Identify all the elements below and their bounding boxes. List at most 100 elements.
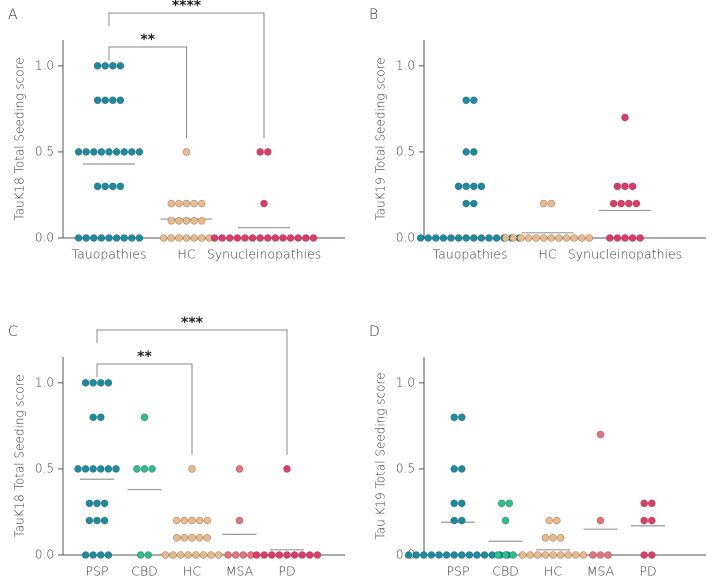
x-tick-label: HC bbox=[538, 247, 556, 262]
dot bbox=[197, 234, 206, 242]
dot bbox=[545, 516, 554, 525]
dot bbox=[101, 96, 109, 105]
y-tick-label: 0.0 bbox=[35, 231, 54, 245]
dot bbox=[116, 96, 125, 105]
dot bbox=[144, 551, 153, 559]
dot bbox=[579, 551, 588, 559]
dot bbox=[93, 516, 101, 525]
dot bbox=[267, 551, 276, 559]
significance-bracket bbox=[96, 329, 288, 456]
dot bbox=[231, 551, 240, 559]
dot bbox=[159, 234, 168, 242]
dot bbox=[97, 148, 106, 156]
dot bbox=[589, 551, 597, 559]
dot bbox=[416, 234, 425, 242]
significance-label: ** bbox=[137, 349, 152, 365]
dot bbox=[469, 234, 478, 242]
dot bbox=[547, 234, 556, 242]
dot bbox=[640, 499, 649, 508]
dot bbox=[199, 551, 208, 559]
dot bbox=[539, 199, 548, 208]
dot bbox=[120, 234, 128, 242]
dot bbox=[294, 234, 303, 242]
dot bbox=[89, 413, 97, 422]
x-tick-label: MSA bbox=[587, 564, 615, 579]
dot bbox=[570, 234, 578, 242]
dot bbox=[140, 465, 149, 473]
significance-label: ** bbox=[140, 32, 155, 48]
y-tick-label: 0.5 bbox=[35, 144, 54, 158]
dot bbox=[104, 551, 113, 559]
y-tick-label: 0.0 bbox=[396, 231, 415, 245]
dot bbox=[462, 199, 471, 208]
dot bbox=[279, 234, 287, 242]
dot bbox=[190, 199, 198, 208]
dot bbox=[469, 96, 478, 105]
dot bbox=[640, 516, 649, 525]
x-tick-label: HC bbox=[177, 247, 195, 262]
dot bbox=[226, 234, 234, 242]
significance-bracket bbox=[96, 363, 193, 456]
dot bbox=[596, 551, 605, 559]
y-tick-label: 0.5 bbox=[396, 144, 415, 158]
dot bbox=[286, 234, 295, 242]
dot bbox=[485, 234, 493, 242]
dot bbox=[457, 413, 466, 422]
dot bbox=[609, 199, 618, 208]
dot bbox=[450, 499, 459, 508]
dot bbox=[450, 516, 459, 525]
dot bbox=[480, 551, 489, 559]
dot bbox=[517, 234, 525, 242]
y-tick-label: 1.0 bbox=[396, 58, 415, 72]
dot bbox=[628, 182, 637, 191]
dot bbox=[135, 234, 144, 242]
dot bbox=[89, 465, 97, 473]
dot bbox=[555, 234, 563, 242]
dot bbox=[647, 499, 656, 508]
dot bbox=[571, 551, 580, 559]
dot bbox=[81, 551, 90, 559]
dot bbox=[419, 551, 428, 559]
dot bbox=[90, 234, 98, 242]
dot bbox=[233, 234, 242, 242]
x-tick-label: CBD bbox=[131, 564, 158, 579]
dot bbox=[167, 199, 176, 208]
panel-label: B bbox=[369, 7, 378, 23]
dot bbox=[547, 199, 556, 208]
dot bbox=[442, 551, 451, 559]
dot bbox=[93, 182, 102, 191]
x-tick-label: PD bbox=[639, 564, 656, 579]
dot bbox=[182, 199, 191, 208]
significance-bracket bbox=[108, 12, 265, 139]
x-tick-label: Tauopathies bbox=[72, 247, 147, 262]
dot bbox=[167, 216, 176, 225]
dot bbox=[112, 148, 121, 156]
dot bbox=[263, 148, 272, 156]
dot bbox=[435, 551, 443, 559]
dot bbox=[256, 148, 265, 156]
y-tick-label: 1.0 bbox=[396, 375, 415, 389]
dot bbox=[477, 234, 486, 242]
x-tick-label: Synucleinopathies bbox=[568, 247, 682, 262]
dot bbox=[93, 62, 102, 70]
dot bbox=[97, 551, 105, 559]
dot bbox=[439, 234, 448, 242]
dot bbox=[447, 234, 455, 242]
dot bbox=[97, 465, 105, 473]
dot bbox=[116, 182, 125, 191]
dot bbox=[497, 499, 506, 508]
dot bbox=[74, 234, 83, 242]
significance-bracket bbox=[108, 46, 187, 139]
dot bbox=[133, 465, 141, 473]
dot bbox=[188, 516, 196, 525]
dot bbox=[469, 199, 478, 208]
dot bbox=[241, 234, 249, 242]
dot bbox=[457, 516, 466, 525]
dot bbox=[462, 182, 471, 191]
dot bbox=[93, 96, 102, 105]
dot bbox=[621, 234, 629, 242]
dot bbox=[182, 216, 191, 225]
dot bbox=[301, 234, 310, 242]
dot bbox=[469, 182, 478, 191]
dot bbox=[539, 234, 548, 242]
